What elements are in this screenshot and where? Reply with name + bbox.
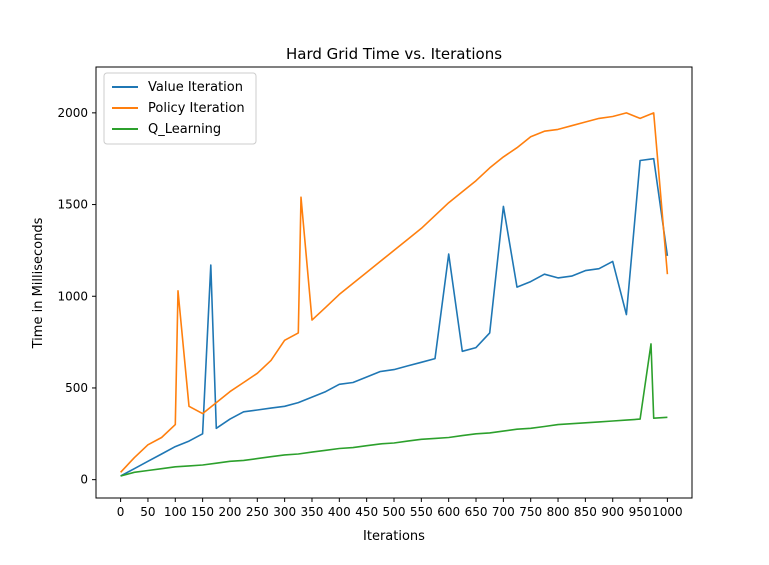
x-tick-label-8: 400 [328, 505, 351, 519]
x-tick-label-9: 450 [355, 505, 378, 519]
y-tick-label-4: 2000 [57, 106, 88, 120]
legend-box [103, 72, 257, 145]
y-tick-label-3: 1500 [57, 198, 88, 212]
x-tick-label-16: 800 [547, 505, 570, 519]
legend: Value Iteration Policy Iteration Q_Learnin… [103, 72, 257, 145]
x-tick-label-4: 200 [219, 505, 242, 519]
series-line-1 [120, 112, 669, 473]
x-axis: 0 50 100 150 200 250 300 350 400 450 500 550 600 650 7… [117, 498, 683, 519]
legend-label-0: Value Iteration [148, 80, 243, 95]
y-tick-label-0: 0 [80, 473, 88, 487]
x-tick-label-14: 700 [492, 505, 515, 519]
y-axis-label: Time in Milliseconds [31, 217, 46, 349]
x-tick-label-0: 0 [117, 505, 125, 519]
y-axis: 0 500 1000 1500 2000 [57, 106, 96, 487]
x-tick-label-7: 350 [301, 505, 324, 519]
legend-label-1: Policy Iteration [148, 101, 245, 116]
series-line-2 [120, 343, 668, 477]
x-tick-label-6: 300 [273, 505, 296, 519]
chart-title: Hard Grid Time vs. Iterations [286, 45, 502, 63]
x-tick-label-10: 500 [383, 505, 406, 519]
x-tick-label-5: 250 [246, 505, 269, 519]
x-tick-label-20: 1000 [652, 505, 683, 519]
x-tick-label-13: 650 [465, 505, 488, 519]
x-tick-label-1: 50 [140, 505, 155, 519]
x-tick-label-18: 900 [601, 505, 624, 519]
x-axis-label: Iterations [363, 529, 425, 544]
series-layer [120, 112, 669, 477]
x-tick-label-3: 150 [191, 505, 214, 519]
series-line-0 [120, 157, 669, 477]
y-tick-label-1: 500 [65, 381, 88, 395]
x-tick-label-11: 550 [410, 505, 433, 519]
x-tick-label-2: 100 [164, 505, 187, 519]
y-tick-label-2: 1000 [57, 289, 88, 303]
x-tick-label-17: 850 [574, 505, 597, 519]
x-tick-label-12: 600 [437, 505, 460, 519]
x-tick-label-15: 750 [519, 505, 542, 519]
legend-label-2: Q_Learning [148, 122, 221, 137]
x-tick-label-19: 950 [629, 505, 652, 519]
